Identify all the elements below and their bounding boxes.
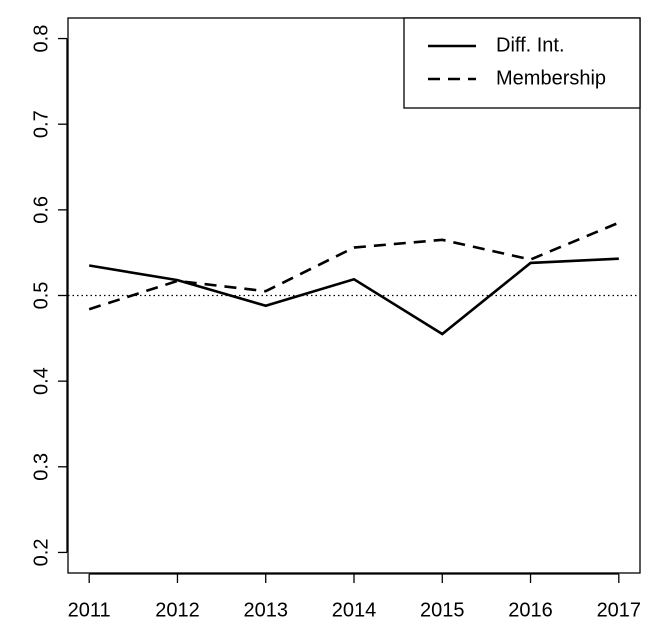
x-tick-label: 2013 bbox=[243, 599, 288, 621]
y-tick-label: 0.6 bbox=[30, 196, 52, 224]
y-tick-label: 0.3 bbox=[30, 453, 52, 481]
y-tick-label: 0.2 bbox=[30, 539, 52, 567]
x-tick-label: 2014 bbox=[332, 599, 377, 621]
series-line bbox=[88, 257, 619, 336]
series-line bbox=[88, 221, 620, 311]
x-tick-label: 2012 bbox=[155, 599, 200, 621]
y-tick-label: 0.5 bbox=[30, 282, 52, 310]
legend-label: Diff. Int. bbox=[496, 34, 565, 56]
legend-label: Membership bbox=[496, 67, 606, 89]
y-tick-label: 0.4 bbox=[30, 367, 52, 395]
y-tick-label: 0.8 bbox=[30, 25, 52, 53]
x-tick-label: 2011 bbox=[68, 599, 111, 621]
x-tick-label: 2017 bbox=[597, 599, 642, 621]
x-tick-label: 2015 bbox=[420, 599, 465, 621]
y-tick-label: 0.7 bbox=[30, 110, 52, 138]
legend-box bbox=[403, 17, 641, 109]
x-tick-label: 2016 bbox=[508, 599, 553, 621]
